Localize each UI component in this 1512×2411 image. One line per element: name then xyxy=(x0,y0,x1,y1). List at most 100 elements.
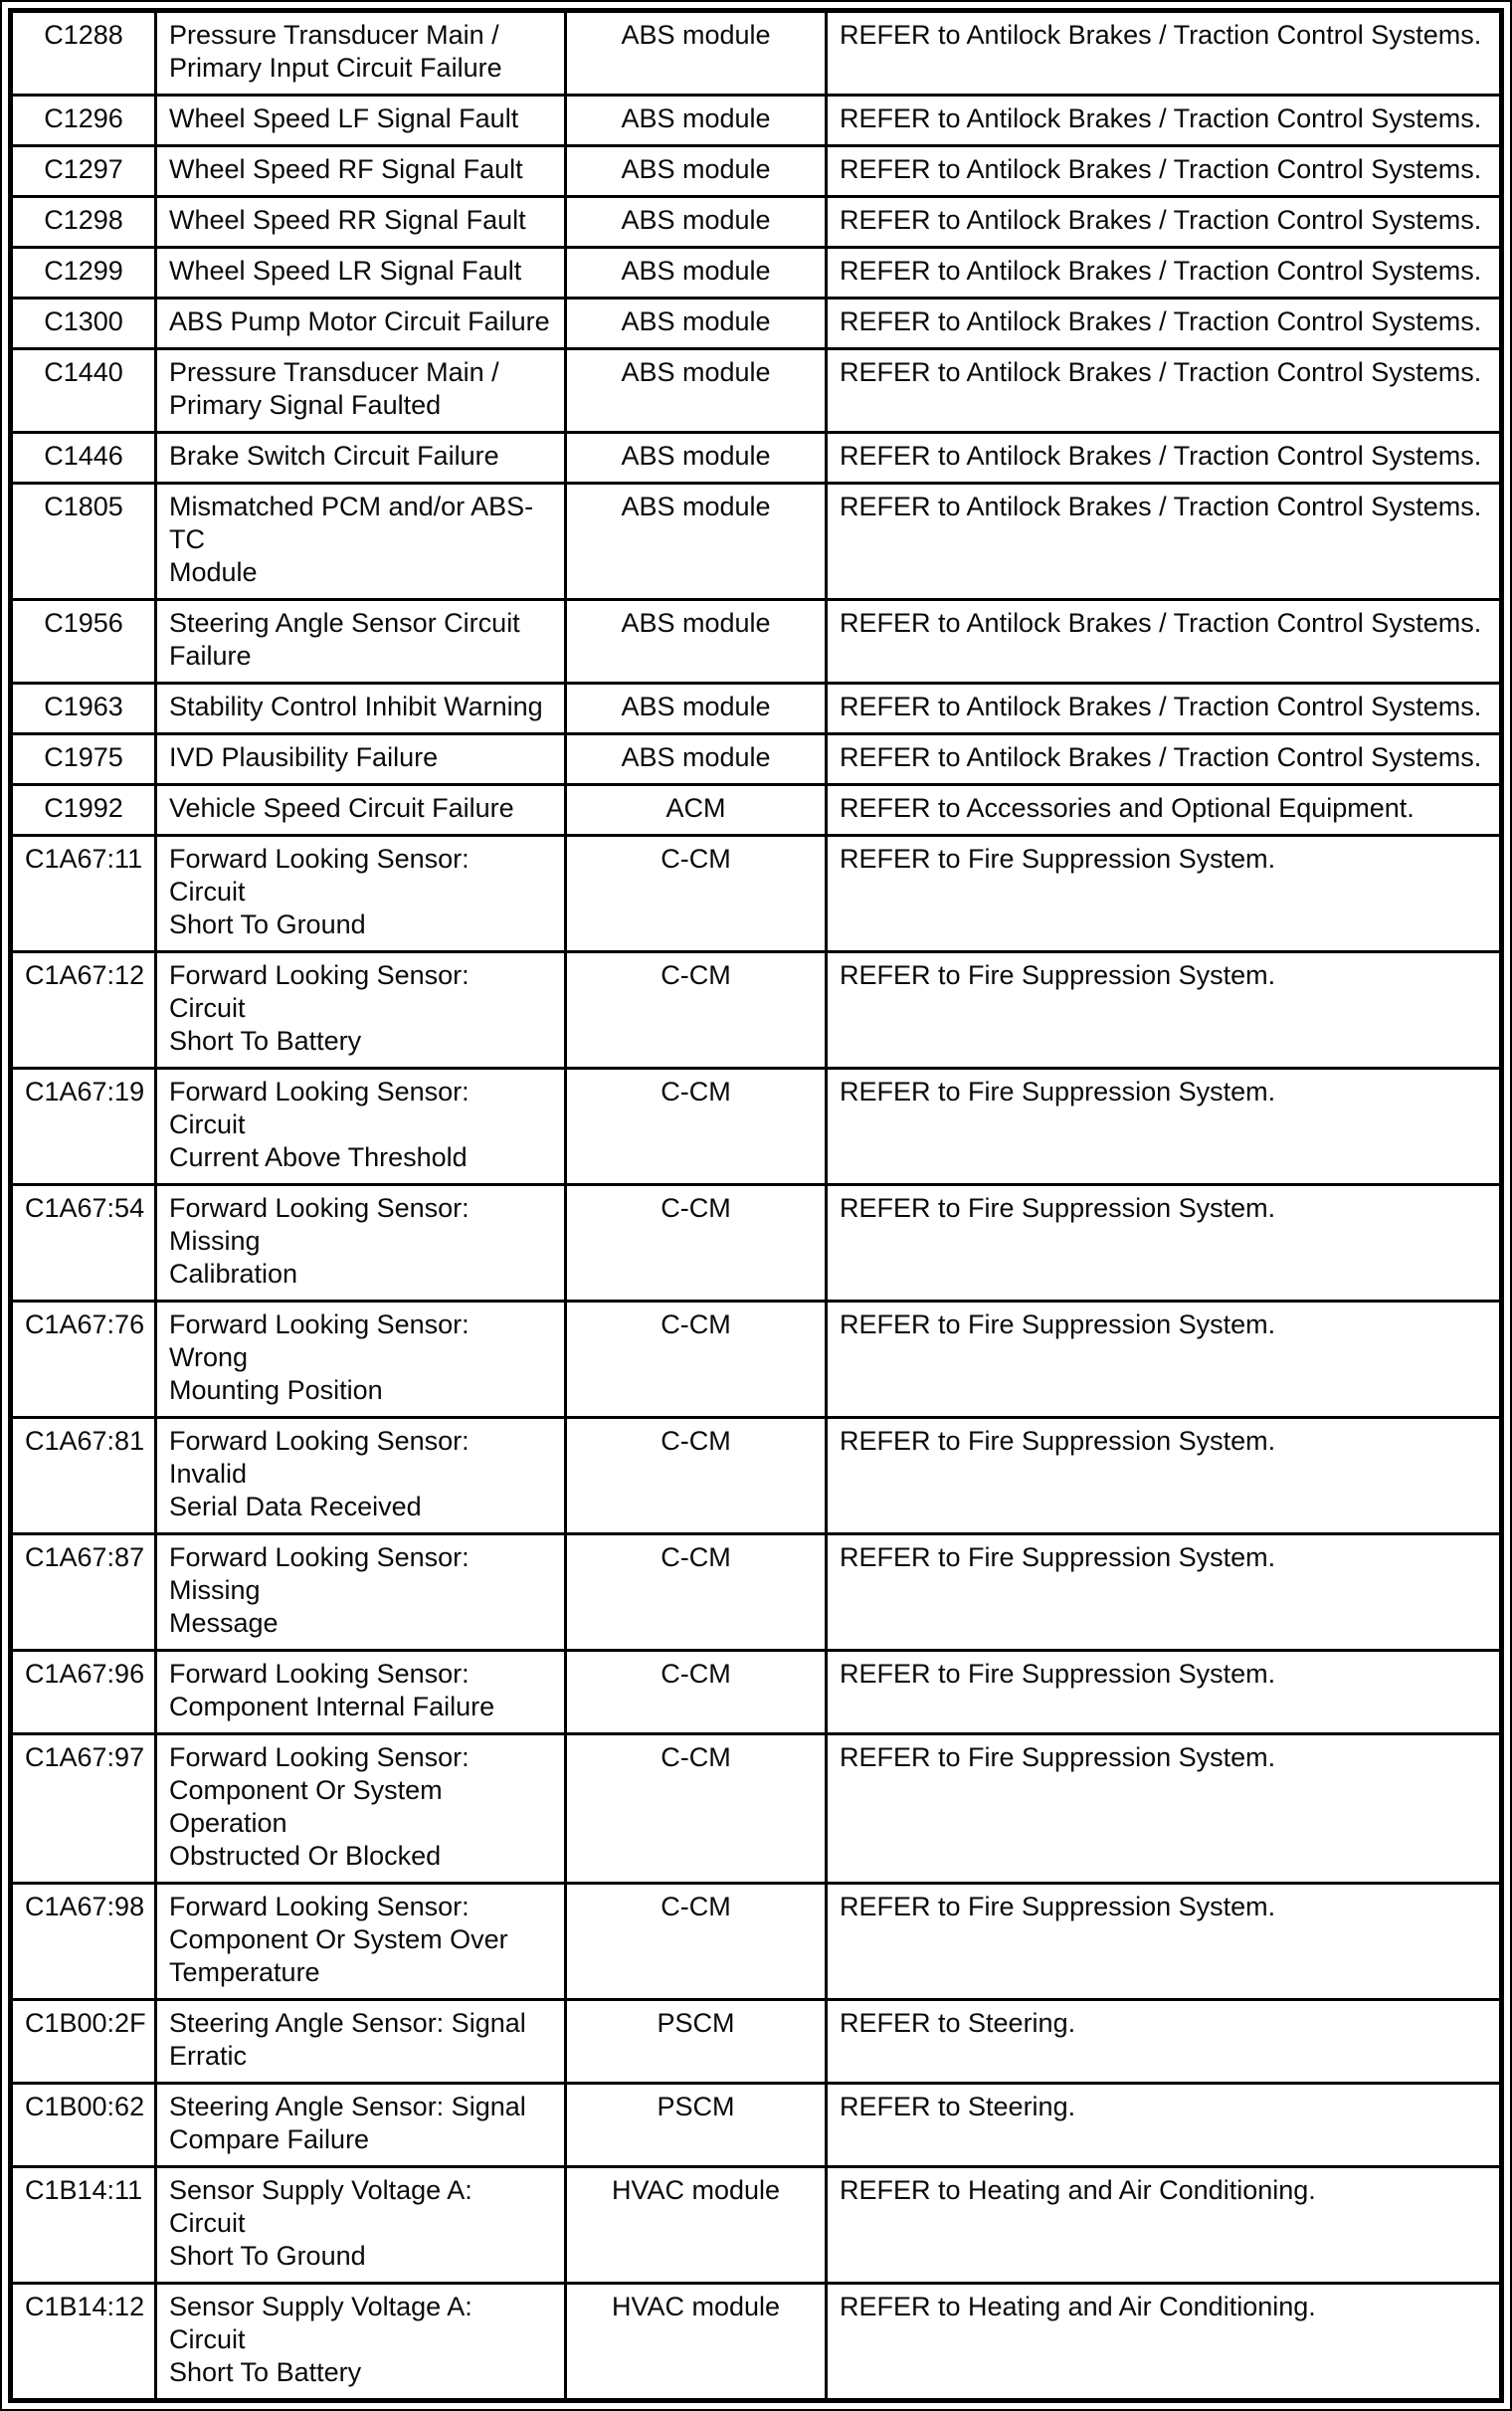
dtc-action-cell: REFER to Heating and Air Conditioning. xyxy=(825,2282,1503,2402)
dtc-action-cell: REFER to Steering. xyxy=(825,1998,1503,2085)
table-row: C1A67:76 Forward Looking Sensor: Wrong Mo… xyxy=(9,1300,1503,1419)
dtc-action-cell: REFER to Fire Suppression System. xyxy=(825,1732,1503,1885)
table-row: C1298 Wheel Speed RR Signal Fault ABS modu… xyxy=(9,195,1503,249)
table-row: C1A67:11 Forward Looking Sensor: Circuit … xyxy=(9,834,1503,953)
dtc-code-cell: C1B14:11 xyxy=(9,2165,157,2285)
dtc-action-cell: REFER to Steering. xyxy=(825,2082,1503,2168)
dtc-action-cell: REFER to Antilock Brakes / Traction Cont… xyxy=(825,682,1503,735)
dtc-code-cell: C1805 xyxy=(9,482,157,601)
dtc-module-cell: PSCM xyxy=(564,2082,828,2168)
dtc-action-cell: REFER to Antilock Brakes / Traction Cont… xyxy=(825,297,1503,350)
dtc-description-cell: IVD Plausibility Failure xyxy=(154,732,567,786)
dtc-description-cell: Forward Looking Sensor: Invalid Serial D… xyxy=(154,1416,567,1535)
table-row: C1299 Wheel Speed LR Signal Fault ABS modu… xyxy=(9,246,1503,300)
dtc-action-cell: REFER to Antilock Brakes / Traction Cont… xyxy=(825,195,1503,249)
table-row: C1A67:54 Forward Looking Sensor: Missing … xyxy=(9,1183,1503,1303)
dtc-code-cell: C1299 xyxy=(9,246,157,300)
dtc-description-cell: Forward Looking Sensor: Component Or Sys… xyxy=(154,1882,567,2001)
dtc-description-cell: Wheel Speed LF Signal Fault xyxy=(154,94,567,147)
dtc-description-cell: Forward Looking Sensor: Component Or Sys… xyxy=(154,1732,567,1885)
dtc-code-cell: C1440 xyxy=(9,347,157,434)
dtc-description-cell: Forward Looking Sensor: Component Intern… xyxy=(154,1649,567,1735)
dtc-description-cell: Wheel Speed RF Signal Fault xyxy=(154,144,567,198)
dtc-module-cell: ABS module xyxy=(564,732,828,786)
dtc-code-cell: C1A67:76 xyxy=(9,1300,157,1419)
dtc-module-cell: C-CM xyxy=(564,1649,828,1735)
dtc-action-cell: REFER to Antilock Brakes / Traction Cont… xyxy=(825,431,1503,485)
dtc-code-cell: C1956 xyxy=(9,598,157,685)
table-row: C1A67:98 Forward Looking Sensor: Componen… xyxy=(9,1882,1503,2001)
dtc-description-cell: Wheel Speed RR Signal Fault xyxy=(154,195,567,249)
table-row: C1296 Wheel Speed LF Signal Fault ABS modu… xyxy=(9,94,1503,147)
dtc-action-cell: REFER to Fire Suppression System. xyxy=(825,1532,1503,1652)
dtc-description-cell: Sensor Supply Voltage A: Circuit Short T… xyxy=(154,2282,567,2402)
table-row: C1A67:81 Forward Looking Sensor: Invalid … xyxy=(9,1416,1503,1535)
dtc-action-cell: REFER to Antilock Brakes / Traction Cont… xyxy=(825,144,1503,198)
table-row: C1B14:11 Sensor Supply Voltage A: Circuit… xyxy=(9,2165,1503,2285)
dtc-action-cell: REFER to Heating and Air Conditioning. xyxy=(825,2165,1503,2285)
dtc-action-cell: REFER to Antilock Brakes / Traction Cont… xyxy=(825,732,1503,786)
dtc-description-cell: Forward Looking Sensor: Circuit Short To… xyxy=(154,834,567,953)
dtc-action-cell: REFER to Antilock Brakes / Traction Cont… xyxy=(825,347,1503,434)
table-row: C1975 IVD Plausibility Failure ABS module R… xyxy=(9,732,1503,786)
dtc-module-cell: ABS module xyxy=(564,598,828,685)
dtc-action-cell: REFER to Antilock Brakes / Traction Cont… xyxy=(825,482,1503,601)
dtc-code-cell: C1300 xyxy=(9,297,157,350)
dtc-code-cell: C1A67:12 xyxy=(9,950,157,1070)
dtc-code-cell: C1A67:11 xyxy=(9,834,157,953)
dtc-module-cell: ABS module xyxy=(564,297,828,350)
dtc-module-cell: C-CM xyxy=(564,1882,828,2001)
dtc-description-cell: Steering Angle Sensor Circuit Failure xyxy=(154,598,567,685)
dtc-module-cell: ABS module xyxy=(564,9,828,97)
dtc-module-cell: ABS module xyxy=(564,94,828,147)
dtc-code-cell: C1297 xyxy=(9,144,157,198)
dtc-module-cell: ABS module xyxy=(564,195,828,249)
dtc-description-cell: Forward Looking Sensor: Circuit Current … xyxy=(154,1067,567,1186)
dtc-code-cell: C1A67:54 xyxy=(9,1183,157,1303)
dtc-action-cell: REFER to Fire Suppression System. xyxy=(825,834,1503,953)
dtc-description-cell: Forward Looking Sensor: Missing Message xyxy=(154,1532,567,1652)
dtc-description-cell: Forward Looking Sensor: Missing Calibrat… xyxy=(154,1183,567,1303)
dtc-description-cell: Vehicle Speed Circuit Failure xyxy=(154,783,567,837)
dtc-module-cell: ACM xyxy=(564,783,828,837)
dtc-description-cell: Mismatched PCM and/or ABS-TC Module xyxy=(154,482,567,601)
dtc-action-cell: REFER to Antilock Brakes / Traction Cont… xyxy=(825,246,1503,300)
table-row: C1300 ABS Pump Motor Circuit Failure ABS m… xyxy=(9,297,1503,350)
dtc-action-cell: REFER to Fire Suppression System. xyxy=(825,950,1503,1070)
dtc-code-cell: C1975 xyxy=(9,732,157,786)
dtc-code-cell: C1296 xyxy=(9,94,157,147)
table-row: C1A67:19 Forward Looking Sensor: Circuit … xyxy=(9,1067,1503,1186)
dtc-module-cell: C-CM xyxy=(564,1183,828,1303)
dtc-code-cell: C1B14:12 xyxy=(9,2282,157,2402)
dtc-code-cell: C1288 xyxy=(9,9,157,97)
dtc-action-cell: REFER to Fire Suppression System. xyxy=(825,1416,1503,1535)
dtc-module-cell: C-CM xyxy=(564,1732,828,1885)
dtc-action-cell: REFER to Fire Suppression System. xyxy=(825,1649,1503,1735)
dtc-module-cell: HVAC module xyxy=(564,2165,828,2285)
table-row: C1963 Stability Control Inhibit Warning AB… xyxy=(9,682,1503,735)
dtc-description-cell: Brake Switch Circuit Failure xyxy=(154,431,567,485)
dtc-action-cell: REFER to Antilock Brakes / Traction Cont… xyxy=(825,598,1503,685)
dtc-description-cell: Pressure Transducer Main / Primary Input… xyxy=(154,9,567,97)
dtc-description-cell: Pressure Transducer Main / Primary Signa… xyxy=(154,347,567,434)
dtc-code-cell: C1A67:81 xyxy=(9,1416,157,1535)
table-row: C1A67:96 Forward Looking Sensor: Componen… xyxy=(9,1649,1503,1735)
dtc-module-cell: C-CM xyxy=(564,834,828,953)
dtc-code-cell: C1A67:98 xyxy=(9,1882,157,2001)
dtc-code-cell: C1A67:97 xyxy=(9,1732,157,1885)
dtc-module-cell: ABS module xyxy=(564,682,828,735)
dtc-action-cell: REFER to Antilock Brakes / Traction Cont… xyxy=(825,9,1503,97)
table-row: C1956 Steering Angle Sensor Circuit Failu… xyxy=(9,598,1503,685)
dtc-action-cell: REFER to Fire Suppression System. xyxy=(825,1183,1503,1303)
dtc-table: C1288 Pressure Transducer Main / Primary … xyxy=(8,8,1504,2403)
dtc-description-cell: Steering Angle Sensor: Signal Compare Fa… xyxy=(154,2082,567,2168)
table-row: C1A67:87 Forward Looking Sensor: Missing … xyxy=(9,1532,1503,1652)
dtc-code-cell: C1298 xyxy=(9,195,157,249)
dtc-description-cell: Forward Looking Sensor: Circuit Short To… xyxy=(154,950,567,1070)
dtc-module-cell: ABS module xyxy=(564,431,828,485)
dtc-action-cell: REFER to Fire Suppression System. xyxy=(825,1300,1503,1419)
dtc-description-cell: Sensor Supply Voltage A: Circuit Short T… xyxy=(154,2165,567,2285)
dtc-action-cell: REFER to Antilock Brakes / Traction Cont… xyxy=(825,94,1503,147)
dtc-module-cell: C-CM xyxy=(564,1416,828,1535)
dtc-action-cell: REFER to Fire Suppression System. xyxy=(825,1067,1503,1186)
